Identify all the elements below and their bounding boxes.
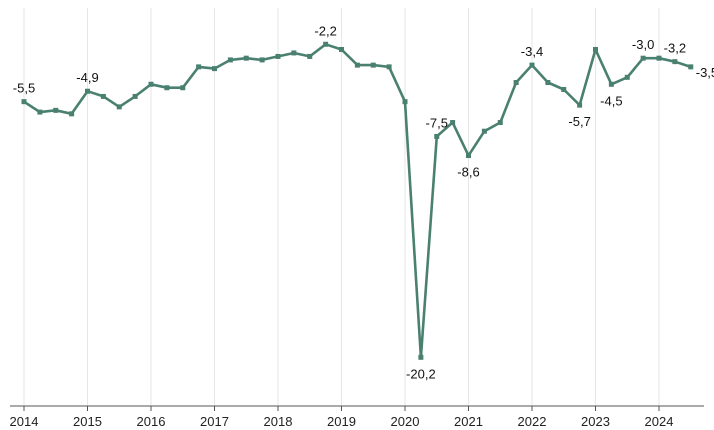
x-tick-label-2016: 2016 [137,414,166,429]
x-tick-label-2023: 2023 [581,414,610,429]
data-label-25: -20,2 [406,366,436,381]
data-label-28: -8,6 [457,165,479,180]
data-point-17 [291,50,297,56]
x-axis-tick-marks [23,406,660,411]
x-tick-label-2020: 2020 [391,414,420,429]
x-tick-label-2022: 2022 [518,414,547,429]
x-tick-label-2019: 2019 [327,414,356,429]
data-point-27 [450,120,456,126]
data-point-12 [212,66,217,72]
data-point-22 [370,62,376,68]
data-point-25 [418,354,424,360]
data-point-10 [180,85,186,91]
data-point-24 [402,99,408,105]
data-point-4 [85,88,90,94]
data-point-32 [529,62,535,68]
data-point-18 [307,53,313,59]
data-point-11 [196,64,202,70]
data-point-20 [339,46,344,52]
data-point-36 [593,46,598,52]
data-point-19 [323,41,329,47]
data-label-39: -3,0 [632,37,654,52]
x-tick-label-2014: 2014 [10,414,39,429]
data-point-34 [561,86,567,92]
data-point-15 [259,57,265,63]
series-points [21,41,694,360]
data-point-1 [37,109,43,115]
data-point-13 [227,57,233,63]
data-label-32: -3,4 [521,44,543,59]
data-point-33 [545,80,551,86]
data-point-0 [21,99,27,105]
data-point-41 [672,59,678,65]
data-label-4: -4,9 [76,70,98,85]
data-point-28 [466,153,471,159]
data-point-35 [577,102,583,108]
data-point-39 [640,55,646,61]
data-point-23 [386,64,392,70]
data-label-37: -4,5 [600,93,622,108]
data-point-9 [164,85,170,91]
data-point-21 [354,62,360,68]
data-label-41: -3,2 [664,41,686,56]
data-point-8 [148,81,154,87]
x-tick-label-2015: 2015 [73,414,102,429]
x-tick-label-2017: 2017 [200,414,229,429]
x-tick-label-2024: 2024 [645,414,674,429]
data-label-35: -5,7 [568,114,590,129]
x-tick-label-2018: 2018 [264,414,293,429]
data-point-26 [434,133,440,139]
data-point-29 [481,128,487,134]
x-tick-label-2021: 2021 [454,414,483,429]
data-point-37 [608,81,614,87]
data-label-42: -3,5 [696,65,714,80]
data-point-16 [275,53,281,59]
data-point-5 [100,93,106,99]
series-line [23,42,692,359]
data-point-38 [624,74,630,80]
data-point-3 [69,111,75,117]
vertical-gridlines [23,8,660,406]
data-point-42 [688,64,694,70]
data-point-31 [513,80,519,86]
x-axis-tick-labels: 2014 2015 2016 2017 2018 2019 2020 2021 2022 2023… [10,414,674,429]
data-point-2 [53,107,59,113]
data-point-7 [132,93,138,99]
data-label-19: -2,2 [314,23,336,38]
data-point-40 [656,55,662,61]
data-labels: -5,5 -4,9 -2,2 -20,2 -7,5 -8,6 -3,4 -5,7 -4,5 -3,… [13,23,714,381]
data-label-0: -5,5 [13,81,35,96]
data-point-6 [116,104,122,110]
data-point-30 [497,120,503,126]
data-point-14 [243,55,249,61]
data-label-26: -7,5 [426,115,448,130]
